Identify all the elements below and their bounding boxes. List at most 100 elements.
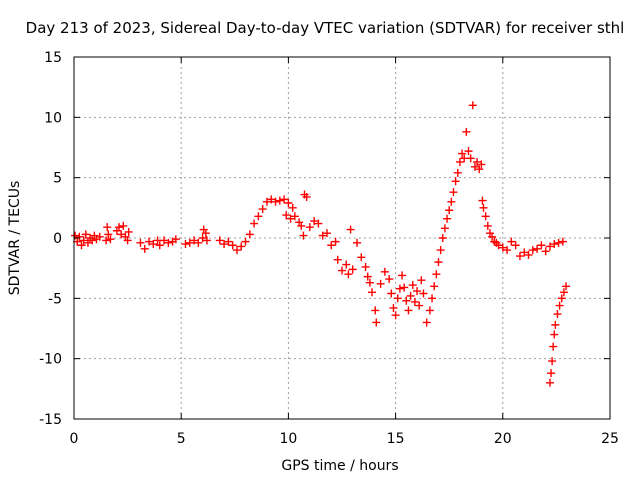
- data-point: [155, 241, 164, 250]
- data-point: [258, 205, 267, 214]
- data-point: [357, 253, 366, 262]
- data-point: [372, 318, 381, 327]
- data-point: [262, 197, 271, 206]
- data-point: [438, 234, 447, 242]
- y-tick-label: 10: [44, 110, 62, 126]
- data-point: [550, 330, 559, 339]
- data-point: [554, 238, 563, 247]
- data-point: [380, 267, 389, 276]
- data-point: [406, 291, 415, 300]
- data-point: [363, 272, 372, 281]
- data-point: [559, 288, 568, 297]
- data-point: [115, 223, 124, 232]
- data-point: [88, 236, 97, 245]
- data-point: [83, 238, 92, 247]
- data-point: [81, 230, 90, 239]
- data-point: [284, 199, 293, 208]
- data-point: [432, 270, 441, 279]
- data-point: [464, 147, 473, 156]
- data-point: [106, 235, 115, 244]
- data-point: [185, 238, 194, 247]
- data-point: [224, 237, 233, 246]
- data-point: [149, 240, 158, 249]
- data-point: [201, 229, 210, 238]
- data-point: [391, 311, 400, 320]
- data-point: [202, 236, 211, 245]
- y-tick-label: 0: [53, 231, 62, 247]
- data-point: [458, 149, 467, 158]
- data-point: [140, 244, 149, 253]
- data-point: [164, 238, 173, 247]
- data-point: [245, 230, 254, 239]
- data-point: [327, 241, 336, 250]
- y-tick-label: -5: [48, 291, 62, 307]
- data-point: [250, 219, 259, 228]
- data-point: [371, 306, 380, 315]
- x-tick-label: 25: [601, 431, 619, 447]
- data-point: [422, 318, 431, 327]
- data-point: [338, 266, 346, 275]
- data-point: [322, 229, 331, 238]
- data-point: [443, 214, 452, 223]
- data-point: [237, 242, 246, 251]
- y-tick-label: -10: [39, 352, 62, 368]
- data-point: [103, 223, 112, 232]
- data-point: [400, 283, 409, 292]
- data-point: [393, 294, 402, 303]
- data-point: [478, 196, 487, 205]
- data-point: [404, 306, 413, 315]
- data-point: [75, 232, 84, 241]
- data-point: [198, 234, 207, 242]
- data-point: [310, 217, 319, 226]
- tick-marks: [73, 56, 611, 420]
- data-point: [290, 212, 299, 221]
- data-point: [537, 241, 546, 250]
- data-point: [548, 357, 557, 366]
- data-point: [524, 250, 533, 259]
- data-point: [466, 154, 475, 163]
- data-point: [507, 237, 516, 246]
- data-point: [494, 241, 503, 250]
- data-point: [275, 196, 284, 205]
- data-point: [557, 294, 566, 303]
- data-point: [533, 244, 542, 253]
- y-axis-label: SDTVAR / TECUs: [7, 181, 23, 296]
- data-point: [389, 303, 398, 312]
- data-point: [479, 203, 488, 212]
- data-point: [123, 236, 132, 245]
- x-tick-label: 20: [494, 431, 512, 447]
- data-point: [511, 241, 520, 250]
- data-point: [305, 223, 314, 232]
- data-point: [440, 224, 449, 233]
- y-tick-label: 15: [44, 50, 62, 66]
- data-point: [79, 236, 88, 245]
- data-point: [241, 237, 250, 246]
- data-point: [160, 236, 169, 245]
- data-point: [553, 310, 562, 319]
- data-point: [488, 232, 497, 241]
- data-point: [95, 232, 104, 241]
- data-point: [215, 236, 224, 245]
- data-point: [365, 278, 374, 287]
- data-point: [190, 236, 199, 245]
- data-point: [299, 231, 308, 240]
- data-point: [286, 214, 295, 223]
- data-point: [477, 160, 486, 169]
- data-point: [402, 296, 411, 305]
- data-point: [481, 212, 490, 221]
- y-tick-label: 5: [53, 171, 62, 187]
- data-point: [348, 265, 357, 274]
- data-point: [368, 288, 377, 297]
- data-point: [171, 235, 180, 244]
- data-point: [267, 195, 276, 204]
- data-point: [498, 243, 507, 252]
- data-point: [385, 275, 394, 284]
- data-point: [515, 252, 524, 261]
- data-point: [387, 289, 396, 298]
- data-point: [297, 221, 306, 230]
- data-point: [413, 287, 422, 296]
- data-point: [555, 301, 564, 310]
- data-point: [551, 320, 560, 329]
- data-point: [545, 242, 554, 251]
- data-point: [104, 230, 113, 239]
